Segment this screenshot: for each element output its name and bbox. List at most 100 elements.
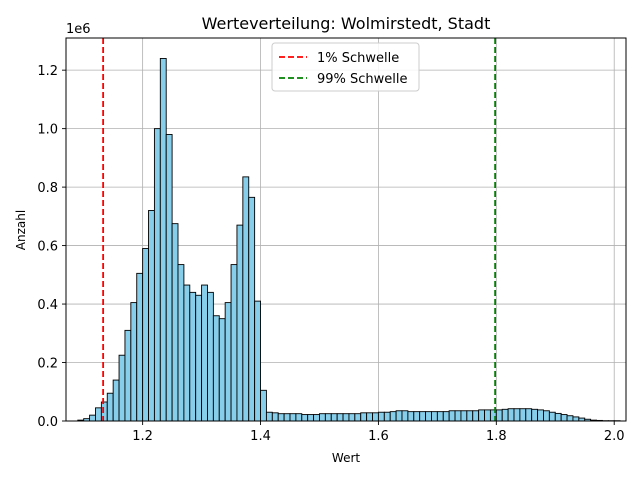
histogram-bar — [136, 272, 144, 422]
histogram-bar — [236, 224, 244, 422]
chart-title: Werteverteilung: Wolmirstedt, Stadt — [202, 14, 491, 33]
x-tick-label: 1.4 — [250, 429, 271, 444]
histogram-bar — [95, 407, 102, 422]
threshold-lines — [102, 38, 497, 421]
histogram-bar — [112, 379, 120, 422]
histogram-bar — [472, 410, 480, 422]
histogram-bar — [419, 411, 427, 422]
histogram-bar — [360, 412, 368, 422]
histogram-bar — [207, 291, 214, 422]
legend-label: 99% Schwelle — [317, 72, 408, 87]
histogram-bar — [265, 411, 273, 422]
histogram-bar — [277, 413, 285, 422]
histogram-bar — [224, 302, 232, 422]
x-tick-label: 2.0 — [604, 429, 625, 444]
histogram-bar — [425, 411, 432, 422]
histogram-bar — [171, 223, 179, 422]
histogram-bar — [566, 415, 574, 422]
histogram-bar — [307, 414, 315, 422]
histogram-bar — [448, 410, 456, 422]
histogram-bar — [159, 58, 167, 422]
histogram-bar — [148, 210, 155, 422]
histogram-bar — [484, 409, 491, 422]
y-axis-offset-label: 1e6 — [66, 22, 91, 37]
histogram-bar — [372, 412, 379, 422]
histogram-bar — [124, 329, 132, 422]
histogram-bar — [218, 318, 226, 422]
histogram-bar — [177, 264, 185, 422]
histogram-bar — [165, 134, 173, 422]
histogram-bar — [537, 409, 544, 422]
histogram-bar — [212, 315, 220, 422]
histogram-bar — [142, 248, 149, 422]
x-axis-label: Wert — [332, 451, 360, 465]
histogram-bar — [454, 410, 462, 422]
histogram-bar — [554, 412, 562, 422]
y-tick-label: 0.0 — [37, 415, 58, 430]
histogram-bar — [466, 410, 474, 422]
histogram-bar — [442, 411, 450, 422]
legend: 1% Schwelle 99% Schwelle — [271, 42, 420, 92]
histogram-bar — [572, 416, 580, 422]
histogram-bar — [377, 411, 385, 422]
legend-box — [271, 42, 420, 92]
legend-label: 1% Schwelle — [317, 51, 399, 66]
y-tick-label: 1.2 — [37, 64, 58, 79]
y-tick-label: 0.8 — [37, 181, 58, 196]
histogram-bars — [77, 58, 621, 422]
y-tick-label: 0.4 — [37, 298, 58, 313]
histogram-bar — [342, 413, 350, 422]
histogram-bar — [401, 410, 409, 422]
y-tick-label: 0.2 — [37, 357, 58, 372]
histogram-bar — [330, 413, 338, 422]
y-axis-ticks: 0.0 0.2 0.4 0.6 0.8 1.0 1.2 — [37, 64, 66, 430]
histogram-bar — [201, 284, 208, 422]
histogram-bar — [436, 411, 444, 422]
histogram-bar — [543, 410, 550, 422]
histogram-bar — [501, 408, 509, 422]
histogram-bar — [118, 354, 126, 422]
y-tick-label: 0.6 — [37, 240, 58, 255]
histogram-bar — [242, 176, 250, 422]
histogram-bar — [560, 414, 568, 422]
x-axis-ticks: 1.2 1.4 1.6 1.8 2.0 — [132, 421, 625, 444]
histogram-bar — [89, 414, 96, 422]
histogram-bar — [248, 196, 256, 422]
histogram-bar — [313, 414, 320, 422]
histogram-bar — [130, 302, 138, 422]
histogram-bar — [548, 411, 556, 422]
y-axis-label: Anzahl — [14, 210, 28, 250]
histogram-bar — [531, 408, 539, 422]
histogram-bar — [395, 410, 403, 422]
histogram-bar — [431, 411, 438, 422]
histogram-bar — [413, 411, 421, 422]
histogram-bar — [183, 284, 191, 422]
histogram-bar — [460, 410, 468, 422]
histogram-bar — [271, 412, 279, 422]
histogram-bar — [319, 413, 326, 422]
histogram-bar — [383, 411, 391, 422]
histogram-bar — [478, 409, 485, 422]
histogram-bar — [295, 413, 303, 422]
x-tick-label: 1.2 — [132, 429, 153, 444]
plot-frame — [65, 37, 627, 422]
histogram-bar — [525, 408, 533, 422]
histogram-bar — [336, 413, 344, 422]
histogram-bar — [153, 128, 161, 422]
histogram-bar — [389, 411, 397, 422]
histogram-bar — [495, 409, 503, 422]
y-tick-label: 1.0 — [37, 123, 58, 138]
histogram-bar — [507, 408, 515, 422]
histogram-bar — [366, 412, 373, 422]
x-tick-label: 1.8 — [486, 429, 507, 444]
histogram-bar — [106, 392, 114, 422]
histogram-bar — [254, 300, 261, 422]
histogram-bar — [407, 411, 415, 422]
histogram-bar — [289, 413, 297, 422]
histogram-bar — [260, 389, 267, 422]
histogram-bar — [301, 414, 309, 422]
histogram-bar — [354, 413, 362, 422]
histogram-bar — [519, 408, 527, 422]
histogram-bar — [324, 413, 332, 422]
